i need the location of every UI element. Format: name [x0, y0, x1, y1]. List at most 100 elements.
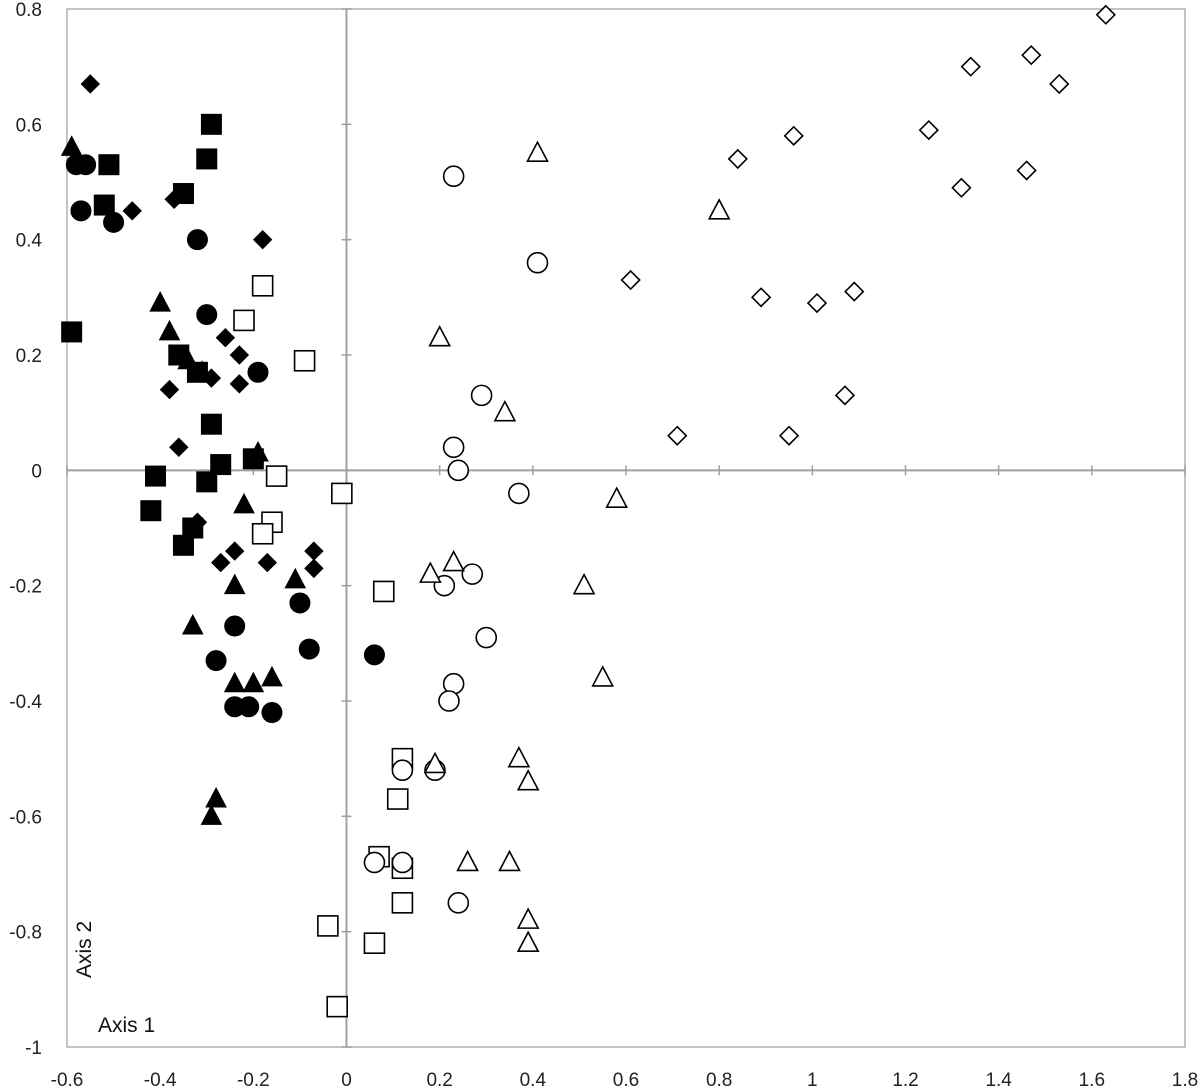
filled-circle-point — [298, 638, 320, 660]
open-diamond-point — [727, 148, 748, 170]
filled-circle-point — [186, 229, 208, 251]
open-diamond-point — [844, 281, 865, 302]
open-circle-point — [475, 626, 498, 649]
open-diamond-point — [1021, 45, 1042, 66]
filled-square-point — [140, 500, 162, 522]
filled-square-point — [200, 113, 222, 135]
y-tick-label: -0.6 — [9, 807, 42, 828]
filled-diamond-point — [122, 201, 142, 221]
x-axis-title: Axis 1 — [98, 1014, 155, 1037]
x-tick-label: 1.4 — [985, 1070, 1012, 1091]
filled-diamond-point — [304, 541, 324, 561]
filled-circle-point — [289, 592, 311, 614]
y-axis-ticks: -1 -0.8 -0.6 -0.4 -0.2 0 0.2 0.4 0.6 0.8 — [9, 0, 352, 1059]
open-triangle-point — [526, 140, 549, 162]
open-square-point — [326, 995, 348, 1018]
open-triangle-point — [428, 324, 451, 347]
y-axis-title: Axis 2 — [73, 921, 96, 978]
filled-square-point — [98, 154, 120, 176]
x-tick-label: -0.4 — [144, 1070, 177, 1091]
open-circle-point — [442, 436, 465, 459]
open-triangle-point — [456, 849, 479, 872]
filled-triangle-point — [242, 671, 265, 693]
open-diamond-point — [951, 177, 972, 198]
open-square-point — [386, 788, 409, 810]
open-square-point — [317, 915, 339, 937]
open-diamond-point — [778, 425, 800, 446]
x-axis-ticks: -0.6 -0.4 -0.2 0 0.2 0.4 0.6 0.8 1 1.2 1.4 1.6 1.8 — [51, 465, 1198, 1091]
filled-diamond-point — [229, 345, 250, 365]
x-tick-label: 0.8 — [706, 1070, 732, 1091]
filled-square-point — [196, 148, 218, 170]
filled-circle-point — [103, 211, 125, 233]
x-tick-label: -0.6 — [51, 1070, 84, 1091]
filled-circle-point — [70, 200, 92, 222]
open-triangle-point — [572, 572, 596, 595]
open-circle-point — [442, 165, 465, 188]
y-tick-label: 0.8 — [16, 0, 42, 21]
open-diamond-point — [1049, 73, 1070, 95]
open-square-point — [233, 309, 255, 332]
filled-diamond-point — [215, 327, 236, 348]
filled-diamond-point — [257, 552, 278, 573]
open-circle-point — [447, 459, 470, 482]
filled-triangle-point — [158, 319, 181, 341]
open-triangle-point — [442, 549, 465, 572]
open-triangle-point — [516, 930, 540, 953]
y-tick-label: 0.2 — [16, 346, 42, 367]
y-tick-label: -1 — [25, 1038, 42, 1059]
filled-square-point — [210, 454, 232, 476]
filled-diamond-point — [169, 437, 189, 457]
open-square-point — [251, 274, 274, 297]
open-triangle-point — [493, 399, 517, 422]
open-square-point — [363, 932, 386, 955]
open-triangle-point — [605, 486, 629, 508]
filled-square-point — [61, 321, 83, 343]
filled-diamond-point — [211, 552, 231, 573]
open-circle-point — [470, 384, 493, 407]
x-tick-label: 1.8 — [1172, 1070, 1198, 1091]
open-diamond-point — [1016, 160, 1037, 181]
filled-triangle-point — [223, 573, 246, 595]
open-diamond-point — [1095, 4, 1116, 25]
filled-triangle-point — [181, 613, 204, 635]
filled-diamond-point — [80, 74, 100, 94]
open-circle-point — [391, 759, 414, 782]
open-triangle-point — [423, 751, 447, 774]
open-triangle-point — [516, 907, 540, 929]
filled-triangle-point — [233, 492, 255, 514]
open-diamond-point — [667, 425, 688, 446]
filled-triangle-point — [247, 440, 269, 462]
open-circle-point — [447, 892, 470, 914]
y-tick-label: -0.4 — [9, 692, 42, 713]
filled-triangle-point — [284, 567, 307, 589]
filled-diamond-point — [252, 229, 273, 250]
filled-diamond-point — [304, 558, 324, 579]
open-square-point — [251, 522, 274, 545]
open-triangle-point — [419, 561, 442, 583]
filled-square-point — [93, 194, 115, 216]
open-circle-point — [391, 851, 414, 874]
filled-triangle-point — [60, 135, 83, 156]
open-triangle-point — [498, 849, 521, 872]
open-circle-point — [508, 482, 530, 505]
x-tick-label: 0.2 — [426, 1070, 452, 1091]
y-tick-label: 0 — [31, 461, 42, 482]
filled-triangle-point — [205, 786, 227, 808]
data-points — [60, 4, 1116, 1018]
y-tick-label: 0.6 — [16, 115, 42, 136]
filled-square-point — [196, 471, 218, 493]
filled-square-point — [145, 465, 167, 487]
open-triangle-point — [516, 769, 540, 791]
filled-circle-point — [224, 615, 246, 637]
open-triangle-point — [591, 665, 615, 687]
open-circle-point — [526, 251, 549, 274]
filled-circle-point — [196, 304, 218, 326]
filled-square-point — [172, 534, 194, 556]
filled-triangle-point — [177, 348, 199, 370]
open-square-point — [372, 580, 395, 603]
filled-triangle-point — [261, 665, 283, 687]
filled-triangle-point — [191, 360, 213, 381]
open-diamond-point — [834, 385, 856, 406]
